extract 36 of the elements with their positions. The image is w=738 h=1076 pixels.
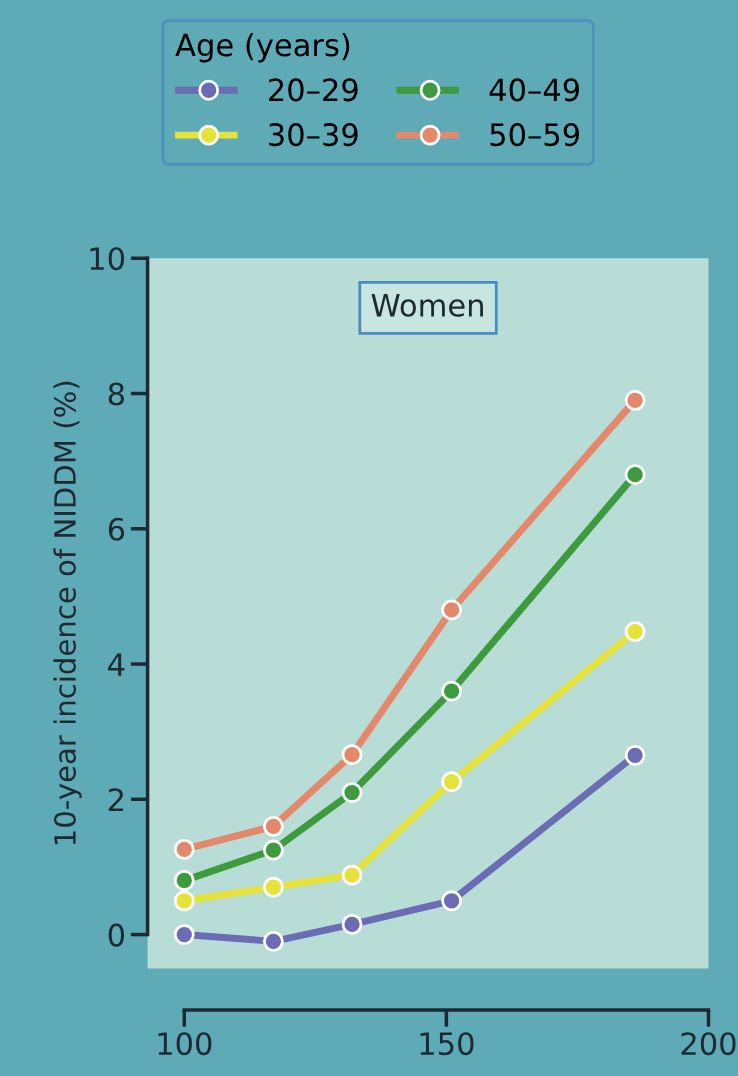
point <box>341 744 363 766</box>
point <box>173 838 195 860</box>
point <box>173 890 195 912</box>
point <box>262 815 284 837</box>
point <box>173 924 195 945</box>
x-tick-label: 100 <box>158 1032 212 1056</box>
point <box>441 599 463 621</box>
point <box>262 876 284 898</box>
point <box>441 890 463 912</box>
point <box>173 870 195 891</box>
y-axis-title: 10-year incidence of NIDDM (%) <box>53 381 82 845</box>
point <box>341 782 363 803</box>
point <box>262 839 284 861</box>
x-tick-label: 200 <box>681 1032 736 1056</box>
y-tick-label: 4 <box>108 653 125 676</box>
legend-label: 20–29 <box>269 78 358 102</box>
point <box>624 744 646 766</box>
y-tick-label: 0 <box>108 923 125 947</box>
legend-label: 40–49 <box>489 78 580 102</box>
y-tick-label: 6 <box>108 517 125 541</box>
y-tick-label: 8 <box>108 382 124 406</box>
legend-title: Age (years) <box>175 32 350 63</box>
point <box>624 464 646 486</box>
annotation: Women <box>371 294 483 317</box>
y-tick-label: 2 <box>108 788 124 811</box>
point <box>624 621 646 642</box>
point <box>441 771 463 793</box>
point <box>262 930 284 952</box>
legend-label: 30–39 <box>269 123 358 147</box>
point <box>341 914 363 935</box>
point <box>341 864 363 886</box>
y-tick-label: 10 <box>90 247 125 271</box>
point <box>624 389 646 411</box>
x-tick-label: 150 <box>420 1032 474 1056</box>
legend-label: 50–59 <box>490 123 580 147</box>
point <box>441 680 463 702</box>
